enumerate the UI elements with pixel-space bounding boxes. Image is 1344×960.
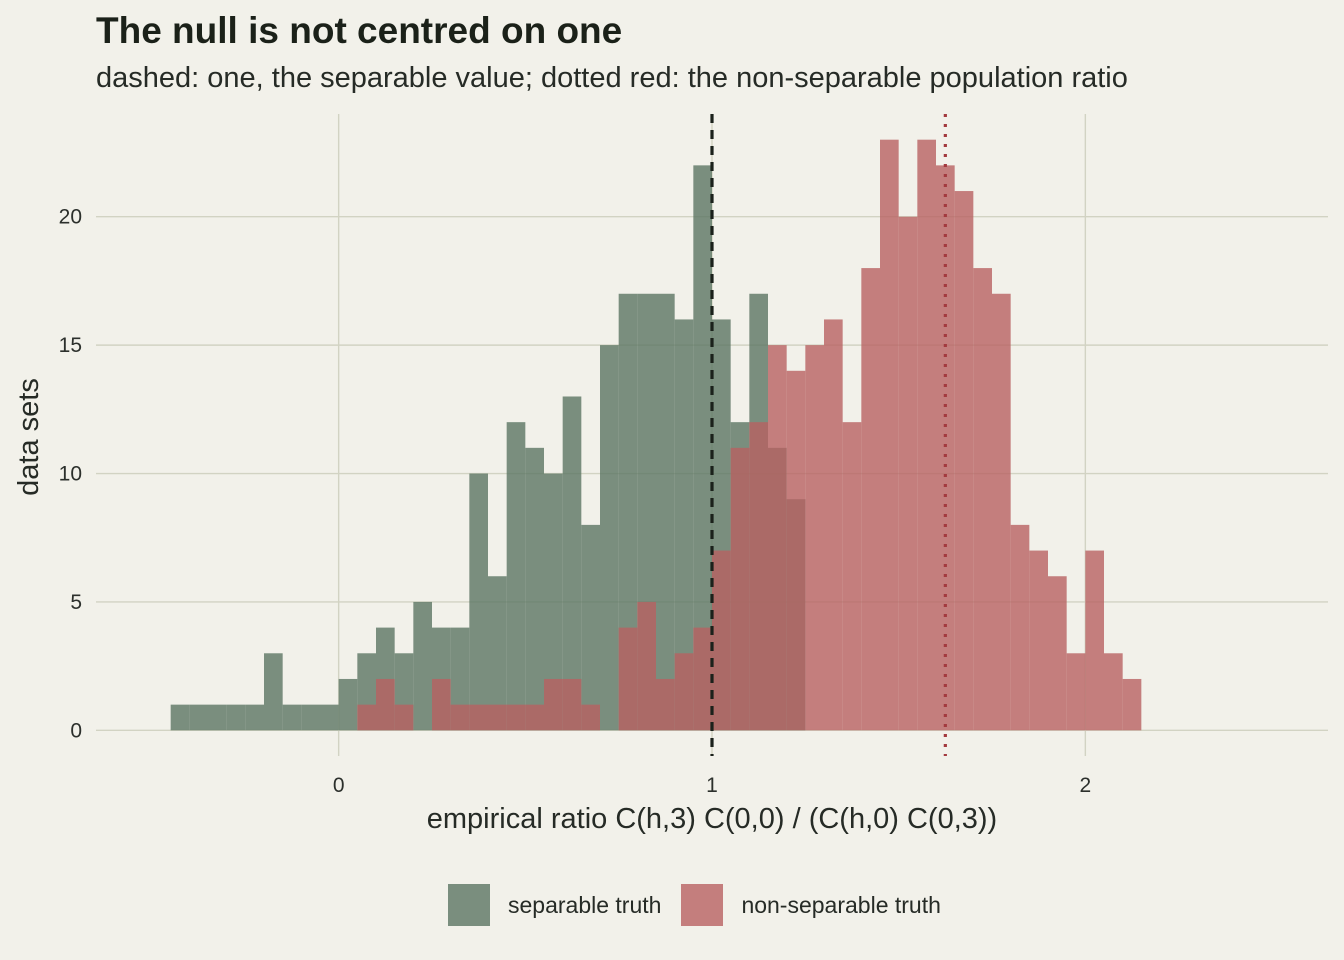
histogram-bar [301,704,320,731]
histogram-bar [581,704,600,731]
y-tick-label: 10 [59,463,82,486]
histogram-bar [1010,524,1030,731]
histogram-bar [1029,550,1048,731]
histogram-bar [656,293,675,731]
x-tick-label: 1 [706,774,718,797]
histogram-bar [674,319,694,731]
histogram-bar [768,345,787,731]
y-tick-label: 20 [59,206,82,229]
series-non-separable [357,139,1142,731]
histogram-bar [600,345,619,731]
histogram-bars [170,139,1142,731]
histogram-bar [656,678,675,731]
histogram-bar [842,422,862,731]
histogram-bar [544,678,563,731]
histogram-bar [413,601,432,731]
histogram-bar [898,216,918,731]
histogram-bar [245,704,264,731]
histogram-bar [432,678,451,731]
histogram-bar [376,678,395,731]
histogram-bar [693,165,712,731]
histogram-bar [506,422,526,731]
histogram-bar [1104,653,1123,731]
y-tick-label: 0 [70,719,82,742]
histogram-bar [786,370,806,731]
histogram-bar [749,422,768,731]
histogram-bar [1122,678,1142,731]
chart-title: The null is not centred on one [96,10,623,51]
histogram-bar [805,345,824,731]
histogram-bar [264,653,283,731]
histogram-bar [450,704,470,731]
histogram-bar [525,447,544,731]
legend-item-separable: separable truth [448,884,661,926]
histogram-bar [208,704,227,731]
histogram-bar [1048,576,1067,731]
histogram-bar [488,576,507,731]
histogram-bar [880,139,899,731]
histogram-bar [712,550,731,731]
histogram-bar [525,704,544,731]
y-tick-label: 15 [59,334,82,357]
histogram-bar [618,293,638,731]
legend-label-non-separable: non-separable truth [741,891,941,918]
x-axis-title: empirical ratio C(h,3) C(0,0) / (C(h,0) … [427,803,997,835]
legend-swatch-separable [448,884,490,926]
histogram-bar [469,704,488,731]
reference-lines [710,114,947,756]
legend-swatch-non-separable [681,884,724,926]
histogram-bar [917,139,936,731]
y-axis-title: data sets [13,378,45,496]
histogram-bar [469,473,488,731]
histogram-bar [1066,653,1086,731]
histogram-bar [992,293,1011,731]
histogram-bar [170,704,190,731]
histogram-bar [618,627,638,731]
histogram-bar [581,524,600,731]
histogram-bar [973,268,992,731]
legend-label-separable: separable truth [508,891,662,918]
histogram-bar [562,678,582,731]
histogram-bar [282,704,302,731]
axis-ticks: 0 5 10 15 20 0 1 2 [59,206,1092,797]
histogram-bar [338,678,358,731]
chart-subtitle: dashed: one, the separable value; dotted… [96,62,1128,94]
histogram-bar [189,704,208,731]
x-tick-label: 0 [333,774,345,797]
histogram-bar [226,704,246,731]
y-tick-label: 5 [70,591,82,614]
histogram-bar [394,704,414,731]
histogram-bar [936,165,955,731]
histogram-bar [861,268,880,731]
histogram-bar [320,704,339,731]
histogram-bar [562,396,582,731]
legend: separable truth non-separable truth [448,884,961,926]
histogram-bar [488,704,507,731]
histogram-chart: 0 5 10 15 20 0 1 2 empirical ratio C(h,3) C(0,0… [13,114,1328,835]
histogram-bar [450,627,470,731]
histogram-bar [824,319,843,731]
histogram-bar [730,447,750,731]
histogram-bar [1085,550,1104,731]
histogram-bar [954,191,974,731]
histogram-bar [693,627,712,731]
histogram-bar [637,601,656,731]
histogram-bar [544,473,563,731]
legend-item-non-separable: non-separable truth [681,884,941,926]
histogram-bar [674,653,694,731]
histogram-bar [357,704,376,731]
x-tick-label: 2 [1079,774,1091,797]
histogram-bar [506,704,526,731]
